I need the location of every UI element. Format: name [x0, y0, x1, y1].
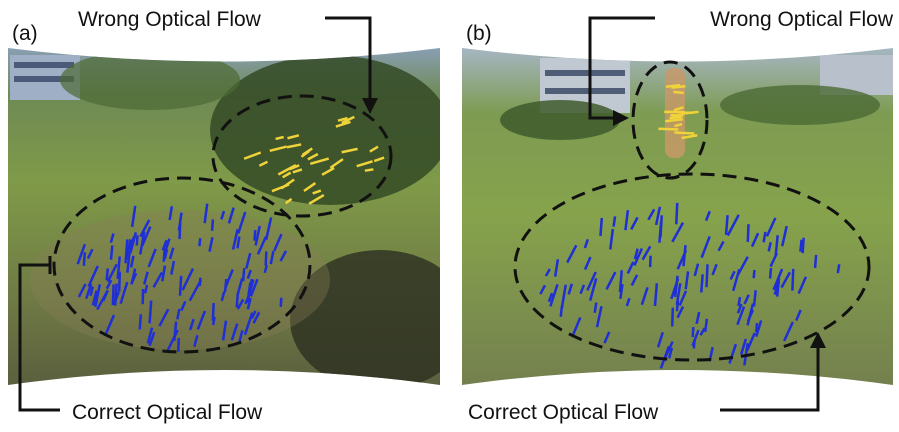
- flow-vector: [672, 308, 673, 327]
- flow-vector: [660, 215, 661, 237]
- flow-vector: [113, 284, 114, 305]
- flow-vector: [726, 215, 728, 235]
- flow-vector: [707, 264, 708, 287]
- flow-vector: [213, 317, 215, 325]
- flow-vector: [180, 276, 181, 296]
- flow-vector: [676, 203, 677, 224]
- flow-vector: [600, 218, 601, 236]
- flow-vector: [595, 303, 597, 313]
- annotation: Wrong Optical Flow: [78, 8, 262, 31]
- flow-vector: [140, 314, 141, 329]
- annotation: Correct Optical Flow: [72, 401, 263, 424]
- flow-vector: [164, 249, 165, 262]
- flow-vector: [674, 133, 694, 134]
- flow-vector: [671, 86, 685, 87]
- flow-vector: [815, 255, 816, 268]
- flow-vector: [180, 223, 181, 239]
- panel-label: (b): [466, 22, 492, 45]
- flow-vector: [673, 92, 683, 93]
- flow-vector: [705, 319, 707, 332]
- flow-vector: [792, 269, 793, 291]
- annotation: Wrong Optical Flow: [710, 8, 894, 31]
- flow-vector: [199, 238, 200, 246]
- flow-vector: [365, 169, 374, 170]
- flow-vector: [694, 340, 695, 348]
- figure: (a) Wrong Optical Flow Correct Optical F…: [0, 0, 899, 427]
- flow-vector: [212, 219, 213, 230]
- flow-vector: [658, 129, 678, 130]
- panel-label: (a): [12, 22, 38, 45]
- flow-vector: [281, 298, 282, 307]
- flow-vector: [111, 245, 112, 259]
- photo-a: [8, 45, 470, 390]
- flow-vector: [777, 280, 779, 296]
- flow-vector: [225, 279, 226, 292]
- flow-vector: [126, 239, 128, 263]
- flow-vector: [614, 216, 615, 226]
- flow-vector: [137, 235, 138, 245]
- flow-vector: [701, 274, 702, 292]
- flow-vector: [200, 278, 201, 286]
- annotation: Correct Optical Flow: [468, 401, 659, 424]
- flow-vector: [754, 290, 756, 306]
- flow-vector: [748, 224, 749, 242]
- flow-vector: [243, 268, 244, 281]
- flow-vector: [237, 293, 238, 308]
- flow-vector: [150, 301, 152, 324]
- flow-vector: [738, 297, 740, 306]
- flow-vector: [693, 327, 694, 337]
- flow-vector: [838, 264, 839, 273]
- flow-vector: [756, 323, 757, 332]
- flow-vector: [266, 251, 267, 265]
- flow-vector: [754, 270, 755, 278]
- flow-vector: [254, 230, 255, 241]
- flow-vector: [800, 240, 801, 252]
- flow-vector: [107, 268, 108, 280]
- flow-vector: [770, 268, 771, 278]
- flow-vector: [84, 252, 85, 266]
- flow-vector: [670, 117, 682, 118]
